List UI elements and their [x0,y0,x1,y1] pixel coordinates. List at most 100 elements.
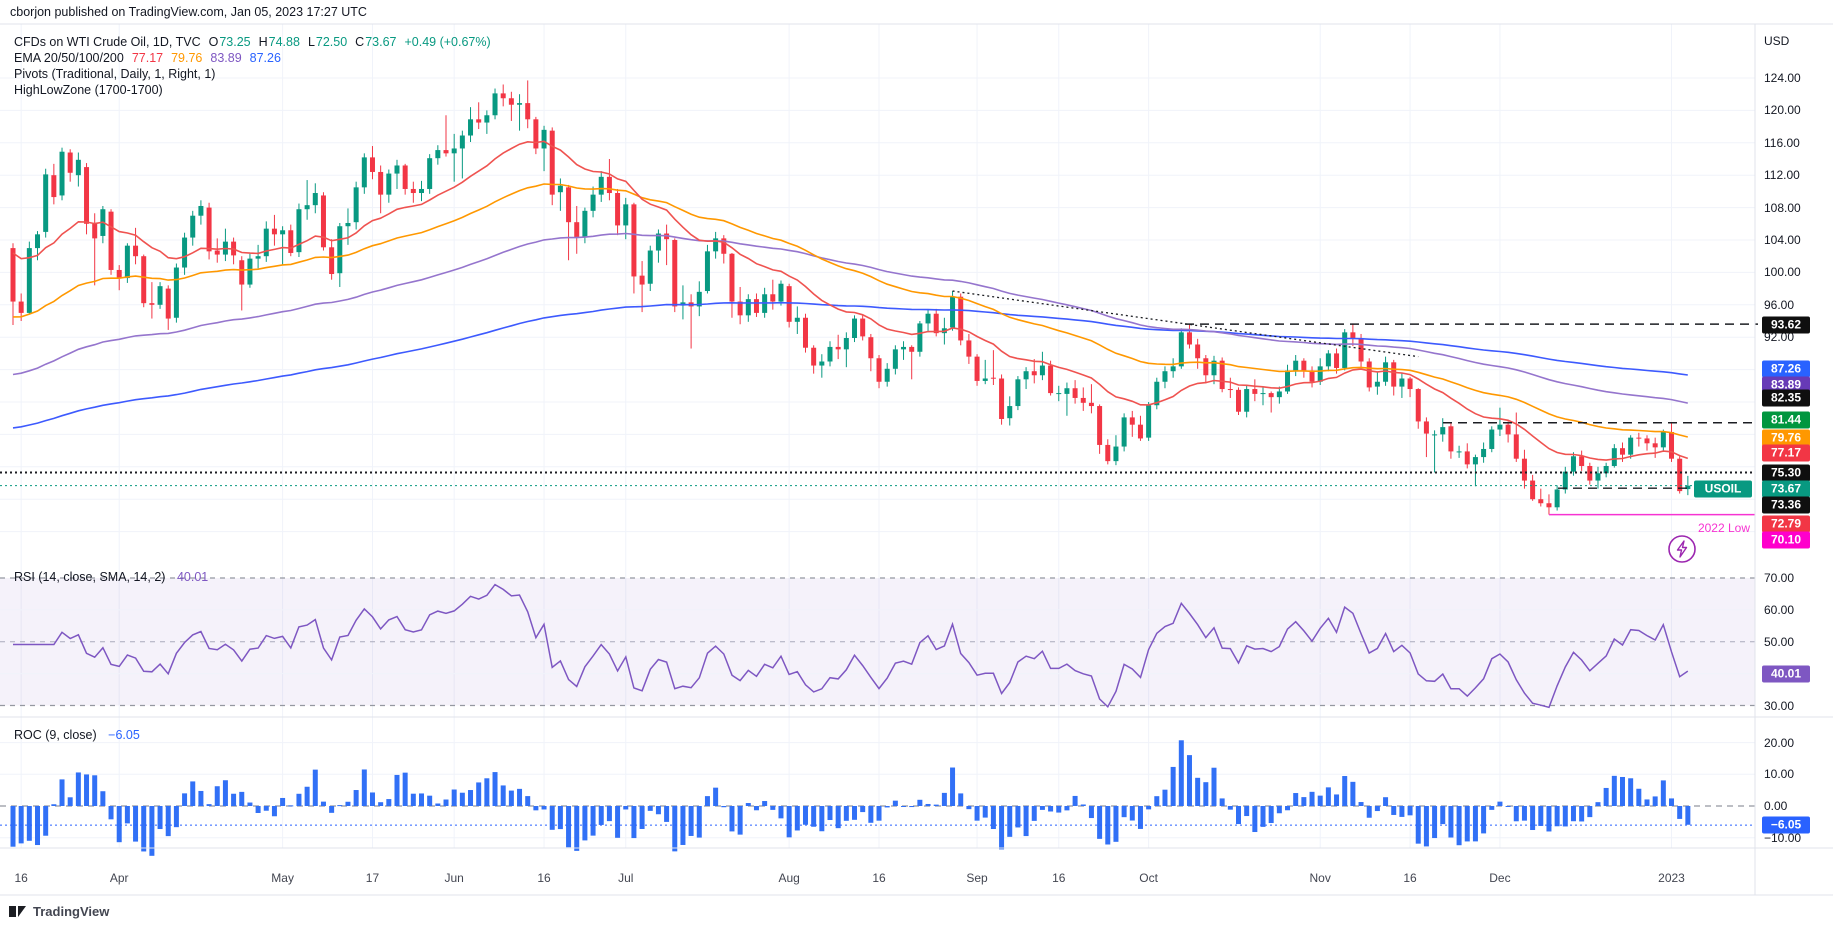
low-2022-label: 2022 Low [1697,521,1750,535]
legend-pivots-row[interactable]: Pivots (Traditional, Daily, 1, Right, 1) [14,66,491,82]
time-label-16: 16 [14,871,28,885]
candle-body [917,323,923,352]
roc-bar [84,774,90,806]
ema-values: 77.17 79.76 83.89 87.26 [124,51,281,65]
roc-bar [1505,806,1511,807]
roc-bar [476,782,482,806]
roc-bar [770,806,776,810]
candle-body [419,188,424,194]
roc-bar [1546,806,1552,832]
roc-bar [26,806,32,841]
roc-bar [892,800,898,806]
rsi-legend-row[interactable]: RSI (14, close, SMA, 14, 2) 40.01 [14,570,208,584]
price-tick: 116.00 [1764,135,1800,150]
roc-bar [369,792,375,806]
candle-body [933,313,939,334]
candle-body [1611,448,1617,466]
price-label-75-30: 75.30 [1762,464,1810,482]
roc-bar [1219,798,1225,806]
roc-bar [239,791,245,806]
roc-bar [729,806,735,832]
roc-bar [1415,806,1421,844]
roc-bar [206,804,212,806]
candle-body [1644,438,1650,444]
candle-body [1448,426,1454,452]
candle-body [819,361,825,366]
roc-bar [623,806,629,810]
tradingview-logo-text: TradingView [33,904,110,919]
candle-body [1244,389,1250,412]
candle-body [190,215,196,238]
candle-body [468,119,474,136]
roc-bar [10,806,16,847]
candle-body [1170,366,1176,372]
legend-ema-row[interactable]: EMA 20/50/100/200 77.17 79.76 83.89 87.26 [14,50,491,66]
tradingview-logo[interactable]: TradingView [8,902,109,921]
candle-body [876,358,882,382]
roc-bar [1317,795,1323,806]
candle-body [1432,434,1438,436]
candle-body [386,173,392,195]
roc-bar [941,792,947,806]
price-tick: 96.00 [1764,297,1795,312]
candle-body [508,98,514,105]
ohlc-letter: H [258,35,268,49]
roc-bar [598,806,604,825]
candle-body [296,209,302,253]
downtrend-line [952,290,1419,358]
candle-body [1178,332,1184,367]
roc-bar [280,797,286,806]
legend-block: CFDs on WTI Crude Oil, 1D, TVC O73.25 H74.… [14,34,491,98]
roc-bar [116,806,122,843]
candle-body [427,158,433,189]
roc-bar [59,779,65,806]
price-tick: 92.00 [1764,330,1795,345]
roc-bar [312,769,318,806]
roc-bar [443,799,449,806]
roc-bar [75,772,81,806]
roc-bar [950,767,956,806]
candle-body [1325,353,1331,367]
candle-body [500,93,506,99]
roc-bar [933,804,939,806]
candle-body [958,296,964,341]
candle-body [566,187,572,223]
roc-bar [1203,782,1209,806]
price-tick: 120.00 [1764,103,1801,118]
candle-body [1219,360,1225,390]
roc-bar [860,806,866,813]
candle-body [1505,424,1511,435]
roc-legend-row[interactable]: ROC (9, close) −6.05 [14,728,140,742]
candle-body [1562,471,1568,490]
candle-body [1195,344,1201,359]
candle-body [786,286,792,322]
symbol-title: CFDs on WTI Crude Oil, 1D, TVC [14,35,201,49]
ema-50-line [12,183,1688,438]
legend-highlowzone-row[interactable]: HighLowZone (1700-1700) [14,82,491,98]
candle-body [484,115,490,123]
candle-body [1105,444,1111,462]
roc-bar [778,806,784,819]
roc-bar [1097,806,1103,839]
roc-bar [606,806,612,822]
candle-body [1570,456,1576,472]
roc-bar [1489,806,1495,810]
roc-bar [533,806,539,811]
legend-symbol-row[interactable]: CFDs on WTI Crude Oil, 1D, TVC O73.25 H74.… [14,34,491,50]
rsi-tick: 60.00 [1764,602,1795,617]
roc-bar [1685,806,1691,825]
time-label-17: 17 [365,871,380,885]
candle-body [141,256,147,304]
highlowzone-title: HighLowZone (1700-1700) [14,83,163,97]
roc-bar [165,806,171,837]
roc-bar [549,806,555,830]
time-label-oct: Oct [1139,871,1158,885]
candle-body [1472,457,1478,465]
candle-body [1579,456,1585,466]
boost-lightning-button[interactable] [1668,535,1696,563]
candle-body [312,193,318,206]
time-label-2023: 2023 [1658,871,1685,885]
roc-bar [753,806,759,811]
candle-body [1415,389,1421,422]
